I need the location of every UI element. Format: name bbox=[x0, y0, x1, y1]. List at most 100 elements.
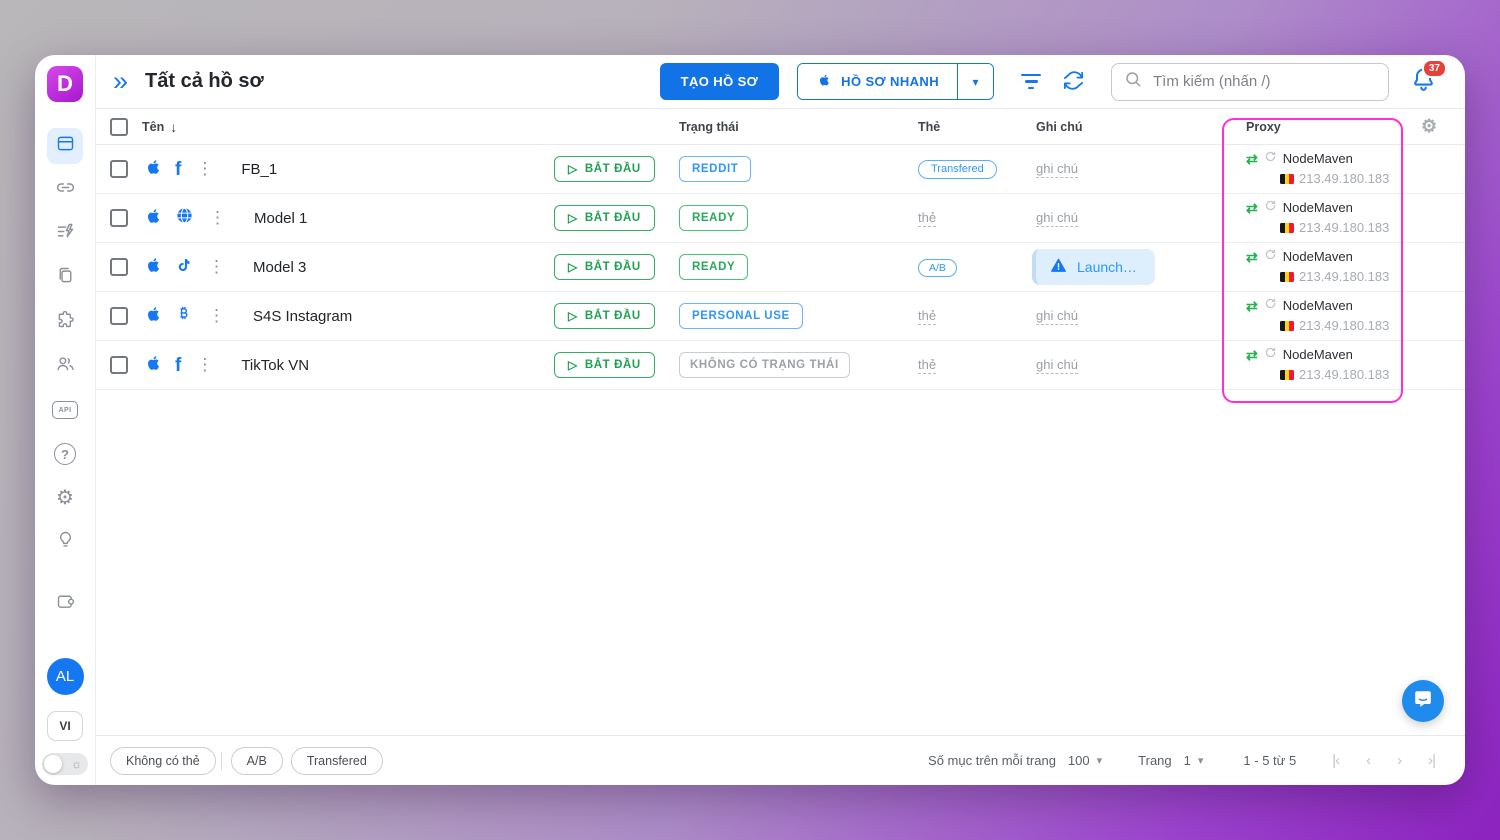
column-settings-icon[interactable]: ⚙ bbox=[1421, 116, 1438, 136]
row-checkbox[interactable] bbox=[110, 307, 128, 325]
quick-profile-button[interactable]: HỒ SƠ NHANH bbox=[798, 64, 957, 99]
column-name[interactable]: Tên bbox=[142, 119, 165, 134]
tag-chip[interactable]: Transfered bbox=[918, 159, 997, 179]
row-menu-icon[interactable]: ⋮ bbox=[208, 306, 225, 325]
note-placeholder[interactable]: ghi chú bbox=[1036, 161, 1078, 178]
filter-chip-transfered[interactable]: Transfered bbox=[290, 746, 383, 775]
row-checkbox[interactable] bbox=[110, 356, 128, 374]
select-all-checkbox[interactable] bbox=[110, 117, 128, 136]
sidebar-item-api[interactable]: API bbox=[47, 392, 83, 428]
status-badge[interactable]: READY bbox=[679, 205, 749, 231]
first-page-icon[interactable]: |‹ bbox=[1332, 752, 1340, 769]
api-icon: API bbox=[52, 401, 78, 419]
sort-desc-icon[interactable]: ↓ bbox=[170, 118, 178, 135]
proxy-provider: NodeMaven bbox=[1282, 249, 1353, 265]
profile-name[interactable]: FB_1 bbox=[241, 160, 278, 178]
page-value[interactable]: 1 bbox=[1183, 753, 1191, 768]
sidebar-item-settings[interactable]: ⚙ bbox=[47, 480, 83, 516]
column-tag[interactable]: Thẻ bbox=[918, 119, 941, 134]
next-page-icon[interactable]: › bbox=[1397, 752, 1402, 769]
start-button[interactable]: ▷ BẮT ĐẦU bbox=[554, 352, 655, 378]
column-proxy[interactable]: Proxy bbox=[1246, 119, 1281, 134]
proxy-cell[interactable]: ⇄ NodeMaven 213.49.180.183 bbox=[1215, 247, 1409, 286]
sidebar-item-team[interactable] bbox=[47, 348, 83, 384]
row-checkbox[interactable] bbox=[110, 209, 128, 227]
row-menu-icon[interactable]: ⋮ bbox=[196, 355, 214, 374]
start-button[interactable]: ▷ BẮT ĐẦU bbox=[554, 205, 655, 231]
belgium-flag-icon bbox=[1280, 370, 1294, 381]
prev-page-icon[interactable]: ‹ bbox=[1366, 752, 1371, 769]
app-logo[interactable]: D bbox=[47, 66, 83, 102]
proxy-provider: NodeMaven bbox=[1282, 151, 1353, 167]
per-page-value[interactable]: 100 bbox=[1067, 753, 1090, 768]
sidebar-item-bookmarks[interactable] bbox=[47, 260, 83, 296]
last-page-icon[interactable]: ›| bbox=[1428, 752, 1436, 769]
per-page-caret-icon[interactable]: ▾ bbox=[1096, 755, 1103, 767]
start-button[interactable]: ▷ BẮT ĐẦU bbox=[554, 254, 655, 280]
toggle-knob bbox=[44, 755, 62, 773]
filter-chip-ab[interactable]: A/B bbox=[230, 746, 283, 775]
row-checkbox[interactable] bbox=[110, 160, 128, 178]
note-placeholder[interactable]: ghi chú bbox=[1036, 308, 1078, 325]
main-area: » Tất cả hồ sơ TẠO HỒ SƠ HỒ SƠ NHANH ▾ bbox=[96, 55, 1465, 785]
tag-placeholder[interactable]: thẻ bbox=[918, 357, 937, 374]
column-status[interactable]: Trạng thái bbox=[679, 119, 739, 134]
search-icon bbox=[1124, 70, 1142, 93]
profile-name[interactable]: TikTok VN bbox=[241, 356, 310, 374]
status-badge[interactable]: KHÔNG CÓ TRẠNG THÁI bbox=[679, 352, 850, 378]
status-badge[interactable]: READY bbox=[679, 254, 749, 280]
proxy-cell[interactable]: ⇄ NodeMaven 213.49.180.183 bbox=[1215, 345, 1409, 384]
gear-icon: ⚙ bbox=[56, 487, 74, 509]
sidebar-item-help[interactable]: ? bbox=[47, 436, 83, 472]
sidebar-item-profiles[interactable] bbox=[47, 128, 83, 164]
tag-placeholder[interactable]: thẻ bbox=[918, 210, 937, 227]
note-placeholder[interactable]: ghi chú bbox=[1036, 210, 1078, 227]
row-checkbox[interactable] bbox=[110, 258, 128, 276]
sidebar-item-logout[interactable] bbox=[47, 586, 83, 622]
chat-widget-button[interactable] bbox=[1402, 680, 1444, 722]
status-badge[interactable]: REDDIT bbox=[679, 156, 752, 182]
collapse-sidebar-icon[interactable]: » bbox=[113, 66, 129, 96]
theme-toggle[interactable]: ☼ bbox=[42, 753, 88, 775]
create-profile-button[interactable]: TẠO HỒ SƠ bbox=[659, 63, 780, 100]
proxy-cell[interactable]: ⇄ NodeMaven 213.49.180.183 bbox=[1215, 198, 1409, 237]
page-caret-icon[interactable]: ▾ bbox=[1197, 755, 1204, 767]
avatar[interactable]: AL bbox=[46, 658, 84, 695]
profile-name[interactable]: Model 1 bbox=[254, 209, 308, 227]
note-placeholder[interactable]: ghi chú bbox=[1036, 357, 1078, 374]
profile-name[interactable]: S4S Instagram bbox=[253, 307, 353, 325]
sidebar-item-proxies[interactable] bbox=[47, 172, 83, 208]
quick-profile-caret[interactable]: ▾ bbox=[957, 64, 993, 99]
filter-button[interactable] bbox=[1020, 73, 1042, 90]
status-badge[interactable]: PERSONAL USE bbox=[679, 303, 803, 329]
sidebar-item-automation[interactable] bbox=[47, 216, 83, 252]
row-menu-icon[interactable]: ⋮ bbox=[209, 208, 226, 227]
search-input[interactable] bbox=[1151, 72, 1376, 91]
tag-chip[interactable]: A/B bbox=[918, 258, 957, 277]
column-note[interactable]: Ghi chú bbox=[1036, 119, 1083, 134]
pages-icon bbox=[55, 265, 76, 291]
notifications-button[interactable]: 37 bbox=[1410, 58, 1447, 98]
sidebar-item-ideas[interactable] bbox=[47, 524, 83, 560]
row-menu-icon[interactable]: ⋮ bbox=[208, 257, 225, 276]
tag-placeholder[interactable]: thẻ bbox=[918, 308, 937, 325]
logout-icon bbox=[55, 591, 76, 617]
start-button[interactable]: ▷ BẮT ĐẦU bbox=[554, 303, 655, 329]
note-alert[interactable]: Launch… bbox=[1032, 249, 1155, 285]
page-label: Trang bbox=[1138, 753, 1172, 768]
play-icon: ▷ bbox=[568, 260, 578, 274]
proxy-cell[interactable]: ⇄ NodeMaven 213.49.180.183 bbox=[1215, 149, 1409, 188]
sidebar-item-extensions[interactable] bbox=[47, 304, 83, 340]
swap-icon: ⇄ bbox=[1246, 298, 1258, 315]
belgium-flag-icon bbox=[1280, 174, 1294, 185]
language-button[interactable]: VI bbox=[47, 711, 83, 741]
pagination: Số mục trên mỗi trang 100 ▾ Trang 1 ▾ 1 … bbox=[928, 752, 1436, 769]
help-icon: ? bbox=[54, 443, 76, 465]
proxy-provider: NodeMaven bbox=[1282, 347, 1353, 363]
start-button[interactable]: ▷ BẮT ĐẦU bbox=[554, 156, 655, 182]
filter-chip-no-tag[interactable]: Không có thẻ bbox=[110, 746, 216, 775]
profile-name[interactable]: Model 3 bbox=[253, 258, 307, 276]
refresh-button[interactable] bbox=[1062, 69, 1085, 95]
row-menu-icon[interactable]: ⋮ bbox=[196, 159, 214, 178]
proxy-cell[interactable]: ⇄ NodeMaven 213.49.180.183 bbox=[1215, 296, 1409, 335]
